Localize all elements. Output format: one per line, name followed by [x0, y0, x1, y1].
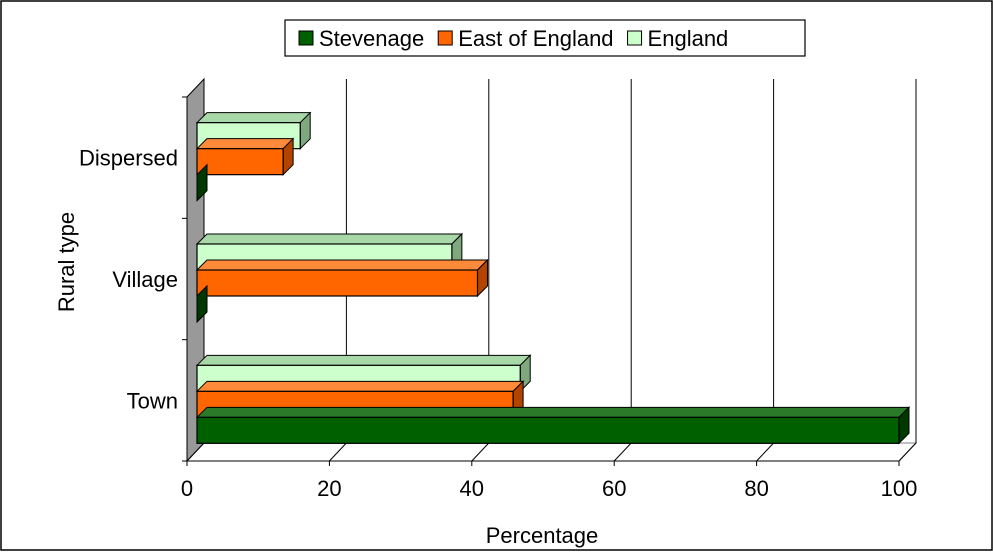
y-tick-label: Dispersed	[79, 146, 178, 171]
legend-box	[284, 19, 806, 57]
bar-front	[196, 269, 479, 297]
bar-stevenage-town	[195, 406, 911, 445]
x-tick-label: 40	[460, 476, 484, 501]
floor-gridline	[186, 442, 205, 462]
floor-gridline	[471, 442, 490, 462]
y-tick-label: Town	[127, 388, 178, 413]
x-tick-label: 80	[744, 476, 768, 501]
bar-top	[195, 259, 489, 271]
x-tick-label: 0	[181, 476, 193, 501]
bar-top	[195, 406, 911, 418]
floor-gridline	[898, 442, 917, 462]
floor-gridline	[613, 442, 632, 462]
legend-entry: Stevenage	[319, 26, 424, 51]
legend-entry: England	[648, 26, 729, 51]
legend-entry: East of England	[458, 26, 613, 51]
bar-stevenage-dispersed	[196, 163, 208, 202]
bar-side	[196, 284, 208, 324]
bar-front	[196, 148, 284, 176]
x-tick-label: 60	[602, 476, 626, 501]
bar-top	[195, 138, 295, 150]
floor-gridline	[756, 442, 774, 462]
legend-swatch	[298, 30, 314, 46]
bar-top	[195, 112, 312, 124]
x-axis-label: Percentage	[486, 523, 599, 548]
bar-front	[196, 416, 900, 444]
x-tick-label: 100	[881, 476, 918, 501]
y-axis-label: Rural type	[54, 212, 79, 312]
bar-top	[195, 354, 532, 366]
bar-east-of-england-dispersed	[195, 137, 295, 176]
bar-top	[195, 380, 525, 392]
bar-stevenage-village	[196, 284, 208, 324]
bar-east-of-england-village	[195, 258, 489, 298]
floor-gridline	[329, 442, 347, 462]
floor	[185, 442, 918, 462]
legend-swatch	[437, 30, 453, 46]
y-tick-label: Village	[112, 267, 178, 292]
x-tick-label: 20	[317, 476, 341, 501]
bar-top	[195, 233, 464, 245]
bar-side	[196, 163, 208, 202]
legend-swatch	[627, 30, 643, 46]
